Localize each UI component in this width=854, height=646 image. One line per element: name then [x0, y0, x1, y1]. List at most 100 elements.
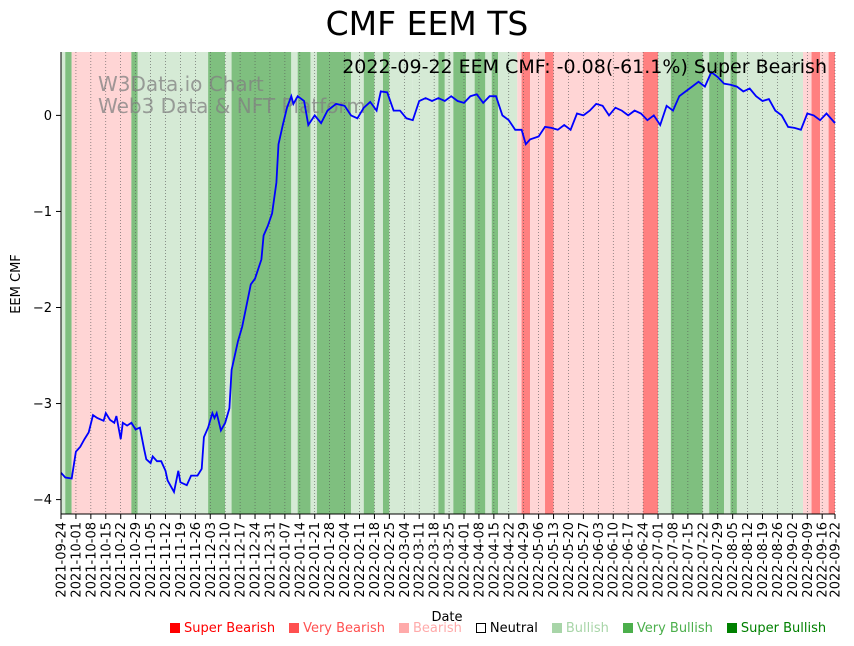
region-very_bearish-27 — [521, 52, 531, 514]
x-tick-label-37: 2022-06-10 — [607, 522, 622, 598]
x-tick-label-3: 2021-10-15 — [99, 522, 114, 598]
legend-item-2: Bearish — [398, 621, 462, 636]
x-tick-label-47: 2022-08-19 — [756, 522, 771, 598]
chart-title: CMF EEM TS — [325, 4, 529, 43]
x-tick-label-44: 2022-07-29 — [711, 522, 726, 598]
x-tick-label-42: 2022-07-15 — [681, 522, 696, 598]
x-tick-label-7: 2021-11-12 — [159, 522, 174, 598]
x-tick-label-26: 2022-03-25 — [443, 522, 458, 598]
region-bullish-0 — [61, 52, 66, 514]
legend-square-icon — [551, 623, 562, 633]
y-ticks: −4 −3 −2 −1 0 — [33, 109, 61, 508]
legend-label: Super Bearish — [184, 621, 276, 636]
region-bullish-10 — [310, 52, 317, 514]
x-tick-label-14: 2021-12-31 — [264, 522, 279, 598]
region-very_bullish-5 — [208, 52, 226, 514]
region-very_bullish-24 — [491, 52, 499, 514]
region-very_bullish-15 — [382, 52, 390, 514]
legend-item-0: Super Bearish — [170, 621, 275, 636]
y-tick-label-0: −4 — [33, 493, 52, 508]
x-tick-label-49: 2022-09-02 — [786, 522, 801, 598]
legend: Super Bearish Very Bearish Bearish Neutral B… — [170, 621, 840, 636]
x-tick-label-43: 2022-07-22 — [696, 522, 711, 598]
x-tick-label-4: 2021-10-22 — [114, 522, 129, 598]
region-very_bullish-3 — [131, 52, 138, 514]
x-tick-label-22: 2022-02-25 — [383, 522, 398, 598]
legend-label: Bullish — [565, 621, 609, 636]
y-tick-label-4: 0 — [44, 109, 52, 124]
x-tick-label-17: 2022-01-21 — [308, 522, 323, 598]
region-very_bullish-35 — [709, 52, 725, 514]
x-tick-label-16: 2022-01-14 — [293, 522, 308, 598]
x-tick-label-41: 2022-07-08 — [667, 522, 682, 598]
x-tick-label-35: 2022-05-27 — [577, 522, 592, 598]
region-very_bullish-7 — [231, 52, 292, 514]
region-bullish-32 — [658, 52, 671, 514]
region-very_bullish-20 — [453, 52, 467, 514]
legend-label: Neutral — [489, 621, 538, 636]
region-bullish-12 — [350, 52, 364, 514]
x-tick-label-30: 2022-04-22 — [502, 522, 517, 598]
region-very_bullish-37 — [730, 52, 737, 514]
x-tick-label-8: 2021-11-19 — [174, 522, 189, 598]
region-very_bullish-1 — [65, 52, 72, 514]
region-very_bearish-42 — [828, 52, 835, 514]
x-tick-label-11: 2021-12-10 — [219, 522, 234, 598]
x-tick-label-28: 2022-04-08 — [472, 522, 487, 598]
region-very_bullish-9 — [297, 52, 311, 514]
x-tick-label-20: 2022-02-11 — [353, 522, 368, 598]
region-very_bearish-31 — [643, 52, 659, 514]
legend-label: Very Bullish — [636, 621, 713, 636]
x-tick-label-24: 2022-03-11 — [413, 522, 428, 598]
region-very_bullish-33 — [670, 52, 703, 514]
grid-lines — [60, 52, 836, 514]
x-ticks: 2021-09-24 2021-10-01 2021-10-08 2021-10-15… — [55, 514, 844, 598]
x-tick-label-12: 2021-12-17 — [234, 522, 249, 598]
x-tick-label-15: 2022-01-07 — [278, 522, 293, 598]
region-bullish-17 — [412, 52, 439, 514]
x-tick-label-21: 2022-02-18 — [368, 522, 383, 598]
x-axis-label: Date — [431, 610, 462, 625]
region-bullish-16 — [389, 52, 413, 514]
x-tick-label-52: 2022-09-22 — [829, 522, 844, 598]
x-tick-label-25: 2022-03-18 — [428, 522, 443, 598]
region-very_bullish-11 — [316, 52, 351, 514]
region-bearish-41 — [820, 52, 829, 514]
legend-item-4: Bullish — [551, 621, 609, 636]
region-bullish-38 — [736, 52, 804, 514]
x-tick-label-40: 2022-07-01 — [652, 522, 667, 598]
x-tick-label-48: 2022-08-26 — [771, 522, 786, 598]
region-bullish-34 — [702, 52, 710, 514]
x-tick-label-13: 2021-12-24 — [249, 522, 264, 598]
x-tick-label-0: 2021-09-24 — [55, 522, 70, 598]
x-tick-label-2: 2021-10-08 — [84, 522, 99, 598]
legend-label: Bearish — [412, 621, 462, 636]
legend-item-1: Very Bearish — [289, 621, 385, 636]
y-tick-label-2: −2 — [33, 301, 52, 316]
legend-square-icon — [622, 623, 633, 633]
legend-square-icon — [289, 623, 300, 633]
x-tick-label-33: 2022-05-13 — [547, 522, 562, 598]
region-bullish-21 — [466, 52, 475, 514]
x-tick-label-10: 2021-12-03 — [204, 522, 219, 598]
x-tick-label-36: 2022-06-03 — [592, 522, 607, 598]
x-tick-label-51: 2022-09-16 — [816, 522, 831, 598]
x-tick-label-23: 2022-03-04 — [398, 522, 413, 598]
region-very_bullish-22 — [474, 52, 486, 514]
region-bullish-6 — [225, 52, 232, 514]
region-bullish-14 — [374, 52, 383, 514]
region-very_bearish-40 — [811, 52, 821, 514]
legend-square-icon — [398, 623, 409, 633]
watermark-line-2: Web3 Data & NFT Platform — [98, 94, 366, 118]
legend-label: Super Bullish — [740, 621, 827, 636]
x-tick-label-27: 2022-04-01 — [458, 522, 473, 598]
region-bullish-23 — [485, 52, 492, 514]
x-tick-label-45: 2022-08-05 — [726, 522, 741, 598]
x-tick-label-31: 2022-04-29 — [517, 522, 532, 598]
legend-square-icon — [726, 623, 737, 633]
sentiment-regions — [61, 52, 835, 514]
x-tick-label-19: 2022-02-04 — [338, 522, 353, 598]
legend-square-icon — [170, 623, 180, 633]
y-tick-label-1: −3 — [33, 397, 52, 412]
